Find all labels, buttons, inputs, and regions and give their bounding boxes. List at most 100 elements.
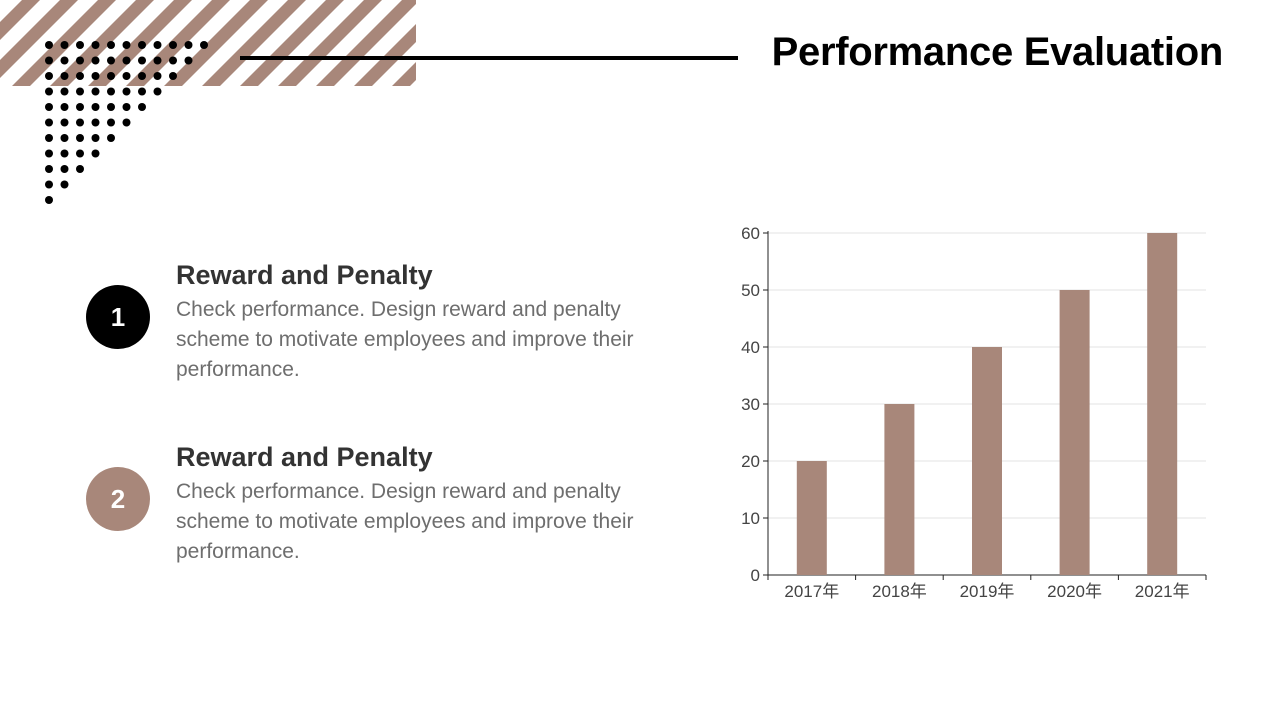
- dot: [138, 87, 146, 96]
- dot: [138, 56, 146, 65]
- bar-chart: 0 10 20 30 40 50 60 2017年 2018年 2019年 2020年 2021年: [741, 224, 1207, 601]
- dot: [138, 41, 146, 49]
- dot: [91, 87, 100, 96]
- dot: [91, 134, 100, 142]
- dot: [60, 118, 69, 127]
- stripe: [0, 0, 40, 40]
- stripe: [316, 0, 416, 86]
- stripe: [164, 0, 268, 86]
- dot: [153, 41, 162, 49]
- dot: [107, 87, 115, 96]
- dot: [169, 56, 177, 65]
- dot: [45, 118, 53, 127]
- stripe: [50, 0, 154, 86]
- title-rule: [240, 56, 738, 60]
- x-tick-label: 2019年: [960, 582, 1015, 601]
- dot: [153, 87, 162, 96]
- page-title: Performance Evaluation: [771, 30, 1224, 74]
- dot: [169, 72, 177, 80]
- dot: [107, 41, 115, 49]
- dot: [76, 72, 84, 80]
- item-heading-2: Reward and Penalty: [176, 442, 433, 472]
- dot: [91, 56, 100, 65]
- y-tick-label: 10: [741, 509, 760, 528]
- dot: [60, 134, 69, 142]
- stripe: [240, 0, 344, 86]
- dot: [45, 196, 53, 204]
- x-tick-label: 2020年: [1047, 582, 1102, 601]
- dot: [60, 165, 69, 173]
- dot: [76, 103, 84, 111]
- dot: [60, 103, 69, 111]
- dot: [60, 87, 69, 96]
- dot: [169, 41, 177, 49]
- dot: [122, 103, 131, 111]
- dot: [60, 56, 69, 65]
- dot: [153, 72, 162, 80]
- dot: [45, 56, 53, 65]
- stripe: [354, 24, 416, 86]
- dot: [60, 180, 69, 189]
- dot: [60, 72, 69, 80]
- number-badge-1: 1: [86, 285, 150, 349]
- y-tick-label: 50: [741, 281, 760, 300]
- stripe: [278, 0, 382, 86]
- y-tick-label: 0: [751, 566, 760, 585]
- dot: [45, 180, 53, 189]
- dot: [45, 149, 53, 158]
- bar-2019年: [972, 347, 1002, 575]
- x-tick-label: 2021年: [1135, 582, 1190, 601]
- dot: [122, 72, 131, 80]
- dot: [184, 41, 193, 49]
- y-tick-label: 40: [741, 338, 760, 357]
- dot: [138, 103, 146, 111]
- dot: [91, 118, 100, 127]
- dot: [122, 41, 131, 49]
- x-tick-label: 2017年: [784, 582, 839, 601]
- dot: [45, 41, 53, 49]
- dot: [76, 149, 84, 158]
- dot: [60, 149, 69, 158]
- dot-grid-decoration: [45, 41, 208, 204]
- bar-2020年: [1059, 290, 1090, 575]
- dot: [76, 56, 84, 65]
- dot: [76, 118, 84, 127]
- dot: [107, 118, 115, 127]
- dot: [91, 41, 100, 49]
- dot: [76, 165, 84, 173]
- number-badge-2: 2: [86, 467, 150, 531]
- dot: [138, 72, 146, 80]
- dot: [107, 134, 115, 142]
- y-tick-label: 20: [741, 452, 760, 471]
- y-tick-label: 30: [741, 395, 760, 414]
- item-body-1: Check performance. Design reward and pen…: [176, 298, 634, 381]
- dot: [184, 56, 193, 65]
- dot: [122, 56, 131, 65]
- dot: [76, 41, 84, 49]
- stripe: [202, 0, 306, 86]
- dot: [107, 103, 115, 111]
- bar-2017年: [796, 461, 827, 575]
- dot: [122, 118, 131, 127]
- dot: [107, 56, 115, 65]
- dot: [91, 103, 100, 111]
- dot: [91, 72, 100, 80]
- stripe: [392, 62, 416, 86]
- bar-2021年: [1147, 233, 1178, 575]
- dot: [76, 134, 84, 142]
- dot: [45, 134, 53, 142]
- bar-2018年: [884, 404, 915, 575]
- dot: [45, 72, 53, 80]
- dot: [60, 41, 69, 49]
- item-heading-1: Reward and Penalty: [176, 260, 433, 290]
- y-tick-label: 60: [741, 224, 760, 243]
- item-body-2: Check performance. Design reward and pen…: [176, 480, 634, 563]
- dot: [153, 56, 162, 65]
- dot: [45, 87, 53, 96]
- dot: [200, 41, 208, 49]
- dot: [45, 165, 53, 173]
- x-tick-label: 2018年: [872, 582, 927, 601]
- dot: [45, 103, 53, 111]
- stripe: [126, 0, 230, 86]
- dot: [122, 87, 131, 96]
